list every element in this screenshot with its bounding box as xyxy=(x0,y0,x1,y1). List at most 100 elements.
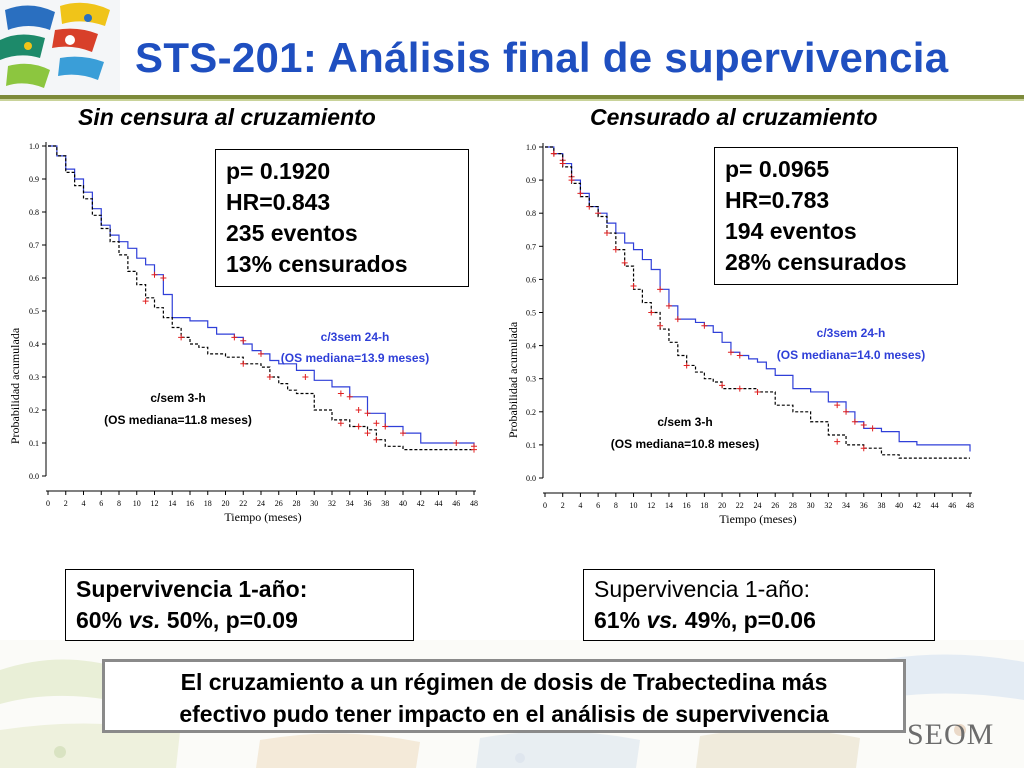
seom-logo-text: SEOM xyxy=(907,718,995,751)
censor-mark xyxy=(657,322,664,329)
label-3h-line1: c/sem 3-h xyxy=(657,415,712,429)
censor-mark xyxy=(400,430,406,437)
x-tick-label: 36 xyxy=(364,499,372,508)
stat-events: 235 eventos xyxy=(226,220,358,246)
x-axis-label: Tiempo (meses) xyxy=(719,512,796,526)
x-tick-label: 42 xyxy=(913,501,921,510)
stat-hr: HR=0.783 xyxy=(725,187,830,213)
x-tick-label: 12 xyxy=(647,501,655,510)
censor-mark xyxy=(550,150,557,157)
x-tick-label: 28 xyxy=(789,501,797,510)
censor-mark xyxy=(364,430,371,437)
x-tick-label: 42 xyxy=(417,499,425,508)
censor-mark xyxy=(355,423,362,430)
x-tick-label: 44 xyxy=(931,501,939,510)
y-tick-label: 0.0 xyxy=(526,474,536,483)
x-tick-label: 34 xyxy=(346,499,354,508)
x-tick-label: 40 xyxy=(895,501,903,510)
label-24h-line2: (OS mediana=14.0 meses) xyxy=(777,348,925,362)
x-tick-label: 14 xyxy=(168,499,176,508)
censor-mark xyxy=(674,316,681,323)
survival-label: Supervivencia 1-año: xyxy=(594,576,811,602)
label-24h-line2: (OS mediana=13.9 meses) xyxy=(281,351,429,365)
x-tick-label: 24 xyxy=(754,501,762,510)
censor-mark xyxy=(843,408,850,415)
censor-mark xyxy=(834,438,841,445)
y-tick-label: 0.5 xyxy=(29,307,39,316)
x-tick-label: 26 xyxy=(771,501,779,510)
slide-title: STS-201: Análisis final de supervivencia xyxy=(135,34,949,81)
y-tick-label: 0.8 xyxy=(29,208,39,217)
censor-mark xyxy=(630,283,637,290)
censor-mark xyxy=(657,286,664,293)
censor-mark xyxy=(648,309,655,316)
y-tick-label: 0.3 xyxy=(29,373,39,382)
title-divider-light xyxy=(0,99,1024,101)
x-tick-label: 14 xyxy=(665,501,673,510)
series-cweekly-3h-line xyxy=(48,145,474,451)
y-tick-label: 0.4 xyxy=(29,340,39,349)
stat-p-value: p= 0.1920 xyxy=(226,158,331,184)
conclusion-box: El cruzamiento a un régimen de dosis de … xyxy=(102,659,906,733)
series-c3week-24h-line xyxy=(48,145,475,447)
stat-censored: 13% censurados xyxy=(226,251,408,277)
x-tick-label: 18 xyxy=(204,499,212,508)
x-tick-label: 12 xyxy=(151,499,159,508)
x-tick-label: 26 xyxy=(275,499,283,508)
censor-mark xyxy=(355,407,362,413)
label-3h-line2: (OS mediana=10.8 meses) xyxy=(611,437,759,451)
stat-p-value: p= 0.0965 xyxy=(725,156,830,182)
series-cweekly-3h-line xyxy=(545,146,970,459)
x-tick-label: 10 xyxy=(133,499,141,508)
censor-mark xyxy=(834,402,841,409)
label-3h-line1: c/sem 3-h xyxy=(150,391,205,405)
censor-mark xyxy=(337,420,344,427)
y-tick-label: 0.8 xyxy=(526,209,536,218)
survival-value-b: 49%, p=0.06 xyxy=(678,607,816,633)
x-tick-label: 28 xyxy=(293,499,301,508)
y-tick-label: 0.6 xyxy=(526,275,536,284)
censor-mark xyxy=(337,390,344,397)
x-tick-label: 46 xyxy=(948,501,956,510)
x-tick-label: 4 xyxy=(82,499,86,508)
x-tick-label: 34 xyxy=(842,501,850,510)
censor-mark xyxy=(453,440,460,446)
y-tick-label: 0.5 xyxy=(526,309,536,318)
survival-value-a: 61% xyxy=(594,607,647,633)
x-axis-label: Tiempo (meses) xyxy=(224,510,301,524)
x-tick-label: 38 xyxy=(877,501,885,510)
censor-mark xyxy=(302,374,309,380)
x-tick-label: 20 xyxy=(718,501,726,510)
y-axis-label: Probabilidad acumulada xyxy=(506,321,520,438)
censor-mark xyxy=(160,275,167,281)
x-tick-label: 44 xyxy=(435,499,443,508)
censor-mark xyxy=(727,349,734,356)
censor-mark xyxy=(683,362,690,369)
y-axis-label: Probabilidad acumulada xyxy=(8,327,22,444)
x-tick-label: 2 xyxy=(64,499,68,508)
y-tick-label: 0.7 xyxy=(29,241,39,250)
censor-mark xyxy=(364,410,371,417)
x-tick-label: 16 xyxy=(683,501,691,510)
censor-mark xyxy=(240,360,247,367)
x-tick-label: 4 xyxy=(578,501,582,510)
x-tick-label: 0 xyxy=(46,499,50,508)
panel-heading-left: Sin censura al cruzamiento xyxy=(78,104,376,130)
x-tick-label: 6 xyxy=(99,499,103,508)
censor-mark xyxy=(471,446,477,453)
y-tick-label: 0.2 xyxy=(29,406,39,415)
stats-box-right: p= 0.0965 HR=0.783 194 eventos 28% censu… xyxy=(714,147,958,285)
stat-hr: HR=0.843 xyxy=(226,189,331,215)
x-tick-label: 6 xyxy=(596,501,600,510)
x-tick-label: 38 xyxy=(381,499,389,508)
y-tick-label: 1.0 xyxy=(526,143,536,152)
stat-events: 194 eventos xyxy=(725,218,857,244)
x-tick-label: 48 xyxy=(966,501,974,510)
y-tick-label: 0.9 xyxy=(29,175,39,184)
censor-mark xyxy=(151,271,158,278)
x-tick-label: 8 xyxy=(117,499,121,508)
x-tick-label: 24 xyxy=(257,499,265,508)
survival-vs: vs. xyxy=(646,607,679,633)
censor-mark xyxy=(346,393,353,400)
x-tick-label: 32 xyxy=(824,501,832,510)
